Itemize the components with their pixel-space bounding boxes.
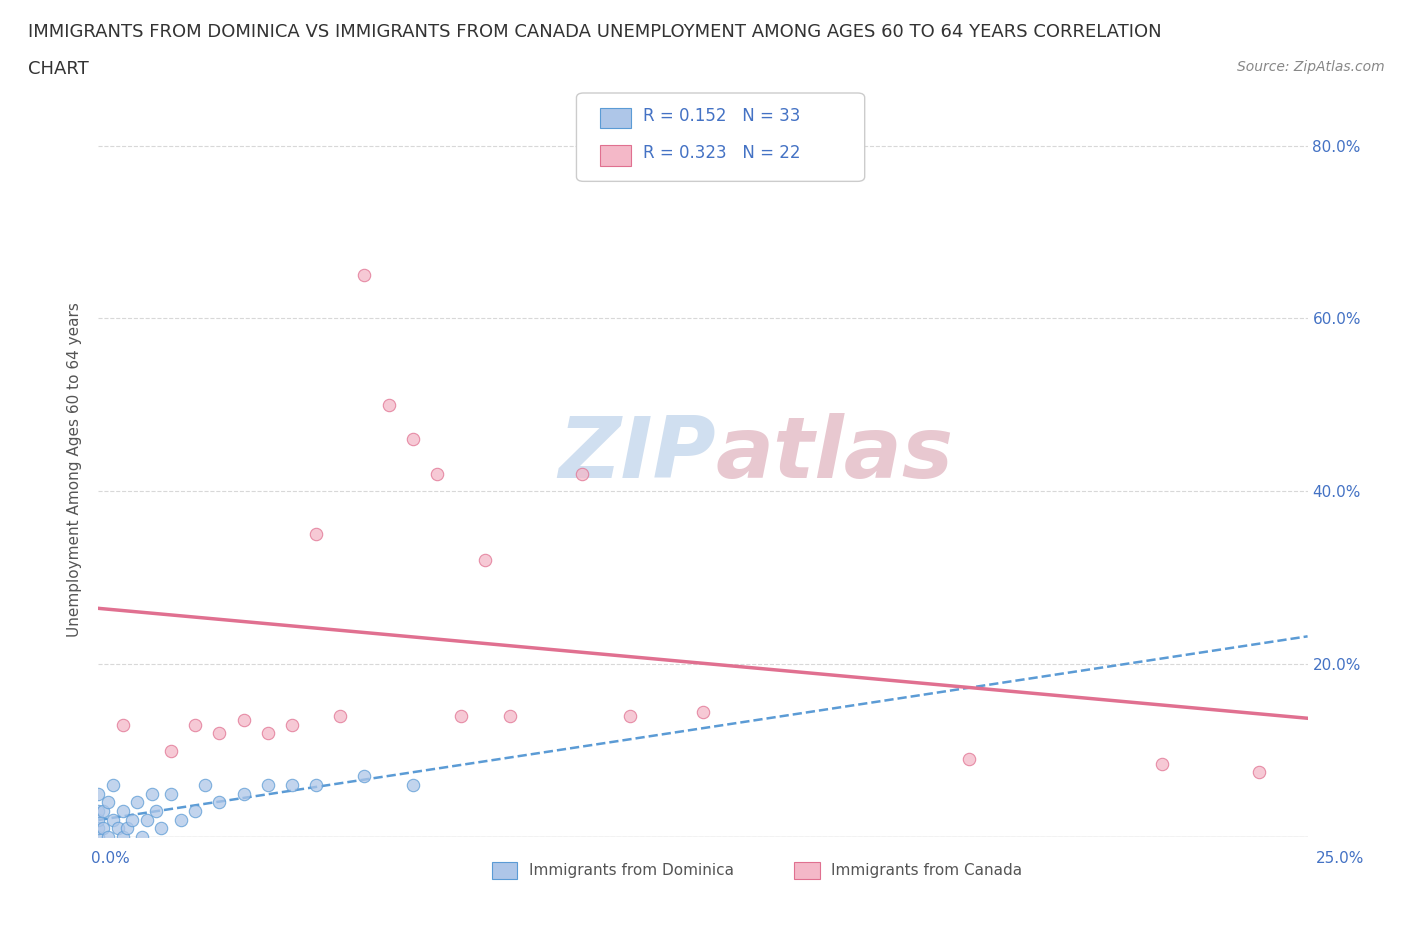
Text: R = 0.152   N = 33: R = 0.152 N = 33 xyxy=(643,107,800,126)
Point xyxy=(160,787,183,802)
Point xyxy=(184,717,207,732)
Point xyxy=(169,812,191,827)
Text: Immigrants from Dominica: Immigrants from Dominica xyxy=(529,863,734,878)
Point xyxy=(131,830,153,844)
Point xyxy=(1152,756,1174,771)
Point xyxy=(150,821,173,836)
Point xyxy=(305,527,328,542)
Point xyxy=(281,777,304,792)
Point xyxy=(957,751,980,766)
Text: Immigrants from Canada: Immigrants from Canada xyxy=(831,863,1022,878)
Text: IMMIGRANTS FROM DOMINICA VS IMMIGRANTS FROM CANADA UNEMPLOYMENT AMONG AGES 60 TO: IMMIGRANTS FROM DOMINICA VS IMMIGRANTS F… xyxy=(28,23,1161,41)
Point xyxy=(474,553,496,568)
Point xyxy=(141,787,163,802)
Text: Source: ZipAtlas.com: Source: ZipAtlas.com xyxy=(1237,60,1385,74)
Point xyxy=(232,787,254,802)
Point xyxy=(145,804,167,818)
Point xyxy=(101,812,124,827)
Point xyxy=(160,743,183,758)
Point xyxy=(426,467,449,482)
Point xyxy=(571,467,593,482)
Point xyxy=(281,717,304,732)
Point xyxy=(619,709,641,724)
Point xyxy=(87,830,110,844)
Point xyxy=(256,777,278,792)
Point xyxy=(402,777,425,792)
Text: 25.0%: 25.0% xyxy=(1316,851,1364,866)
Point xyxy=(377,397,399,412)
Point xyxy=(111,717,134,732)
Point xyxy=(208,725,231,740)
Point xyxy=(135,812,157,827)
Point xyxy=(450,709,472,724)
Point xyxy=(87,804,110,818)
Point xyxy=(194,777,217,792)
Point xyxy=(353,769,375,784)
Point xyxy=(97,795,120,810)
Point xyxy=(498,709,520,724)
Point xyxy=(232,713,254,728)
Text: atlas: atlas xyxy=(716,414,953,497)
Point xyxy=(87,812,110,827)
Point xyxy=(117,821,139,836)
Point xyxy=(111,830,134,844)
Text: R = 0.323   N = 22: R = 0.323 N = 22 xyxy=(643,144,800,163)
Point xyxy=(1249,764,1271,779)
Point xyxy=(91,821,114,836)
Text: 0.0%: 0.0% xyxy=(91,851,131,866)
Point xyxy=(107,821,129,836)
Point xyxy=(87,821,110,836)
Point xyxy=(87,787,110,802)
Point xyxy=(692,704,714,719)
Point xyxy=(111,804,134,818)
Point xyxy=(353,268,375,283)
Point xyxy=(121,812,143,827)
Point xyxy=(184,804,207,818)
Point xyxy=(329,709,352,724)
Point xyxy=(101,777,124,792)
Point xyxy=(127,795,149,810)
Y-axis label: Unemployment Among Ages 60 to 64 years: Unemployment Among Ages 60 to 64 years xyxy=(67,302,83,637)
Text: ZIP: ZIP xyxy=(558,414,716,497)
Point xyxy=(97,830,120,844)
Point xyxy=(91,804,114,818)
Text: CHART: CHART xyxy=(28,60,89,78)
Point xyxy=(256,725,278,740)
Point xyxy=(402,432,425,446)
Point xyxy=(208,795,231,810)
Point xyxy=(305,777,328,792)
